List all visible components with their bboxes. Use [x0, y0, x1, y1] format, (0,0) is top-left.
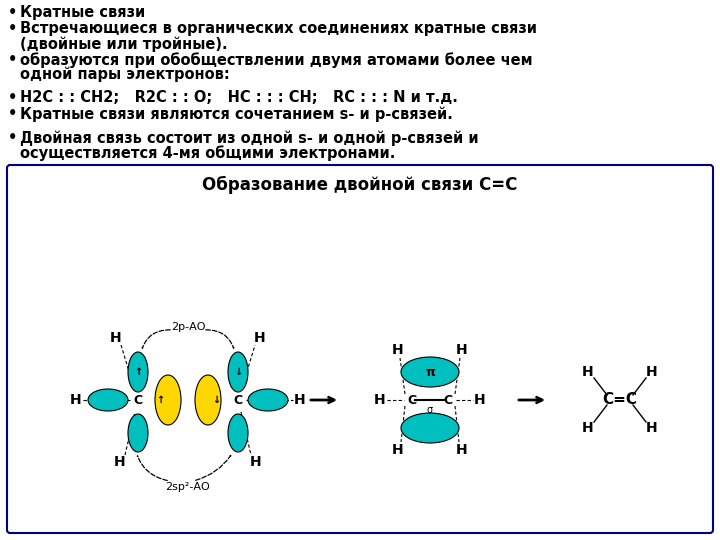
Text: H: H	[374, 393, 386, 407]
Text: π: π	[425, 366, 435, 379]
Text: C: C	[444, 394, 453, 407]
Text: H: H	[70, 393, 82, 407]
Text: H: H	[456, 343, 468, 357]
Text: C: C	[133, 394, 143, 407]
Text: ↓: ↓	[234, 367, 242, 377]
Ellipse shape	[128, 414, 148, 452]
Text: H2C : : CH2;   R2C : : O;   HC : : : CH;   RC : : : N и т.д.: H2C : : CH2; R2C : : O; HC : : : CH; RC …	[20, 90, 458, 105]
Text: H: H	[646, 421, 658, 435]
FancyArrowPatch shape	[196, 455, 230, 480]
FancyArrowPatch shape	[138, 456, 167, 481]
Text: 2sp²-АО: 2sp²-АО	[166, 482, 210, 492]
Ellipse shape	[128, 352, 148, 392]
Text: •: •	[8, 106, 17, 121]
Ellipse shape	[195, 375, 221, 425]
Text: H: H	[294, 393, 306, 407]
Text: Кратные связи являются сочетанием s- и p-связей.: Кратные связи являются сочетанием s- и p…	[20, 106, 453, 122]
Text: C=C: C=C	[603, 393, 637, 408]
Text: ↓: ↓	[212, 395, 220, 405]
Text: Двойная связь состоит из одной s- и одной p-связей и: Двойная связь состоит из одной s- и одно…	[20, 130, 479, 145]
Text: ↑: ↑	[156, 395, 164, 405]
FancyArrowPatch shape	[143, 330, 170, 348]
Text: H: H	[110, 331, 122, 345]
Text: •: •	[8, 52, 17, 67]
Ellipse shape	[401, 413, 459, 443]
Text: σ: σ	[427, 405, 433, 415]
Text: H: H	[392, 343, 404, 357]
Text: H: H	[114, 455, 126, 469]
Text: •: •	[8, 130, 17, 145]
Text: C: C	[233, 394, 243, 407]
Ellipse shape	[248, 389, 288, 411]
Text: осуществляется 4-мя общими электронами.: осуществляется 4-мя общими электронами.	[20, 145, 395, 161]
Text: C: C	[408, 394, 417, 407]
Text: H: H	[392, 443, 404, 457]
Text: Образование двойной связи C=C: Образование двойной связи C=C	[202, 176, 518, 194]
Text: H: H	[456, 443, 468, 457]
Ellipse shape	[88, 389, 128, 411]
Ellipse shape	[401, 357, 459, 387]
Ellipse shape	[155, 375, 181, 425]
Text: H: H	[582, 365, 594, 379]
Text: H: H	[474, 393, 486, 407]
Text: H: H	[582, 421, 594, 435]
Text: •: •	[8, 90, 17, 105]
Text: H: H	[250, 455, 262, 469]
Text: образуются при обобществлении двумя атомами более чем: образуются при обобществлении двумя атом…	[20, 52, 533, 68]
FancyArrowPatch shape	[206, 330, 234, 348]
Text: •: •	[8, 21, 17, 36]
Text: ↑: ↑	[134, 367, 142, 377]
Text: (двойные или тройные).: (двойные или тройные).	[20, 36, 228, 51]
Text: одной пары электронов:: одной пары электронов:	[20, 67, 230, 83]
Text: H: H	[254, 331, 266, 345]
FancyBboxPatch shape	[7, 165, 713, 533]
Text: •: •	[8, 5, 17, 20]
Ellipse shape	[228, 414, 248, 452]
Text: Встречающиеся в органических соединениях кратные связи: Встречающиеся в органических соединениях…	[20, 21, 537, 36]
Text: Кратные связи: Кратные связи	[20, 5, 145, 20]
Text: 2p-АО: 2p-АО	[171, 322, 205, 332]
Ellipse shape	[228, 352, 248, 392]
Text: H: H	[646, 365, 658, 379]
